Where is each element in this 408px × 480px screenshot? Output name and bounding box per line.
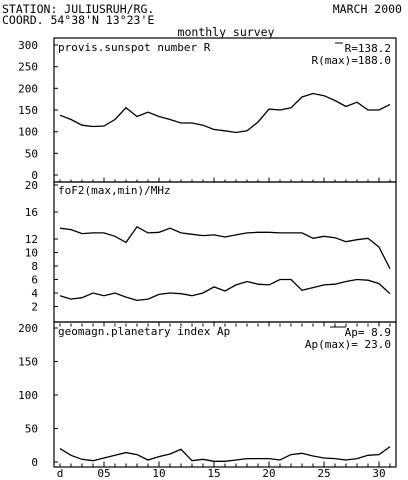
y-tick-label: 150 — [18, 104, 38, 117]
x-tick-label: 30 — [372, 467, 385, 480]
ap-title: geomagn.planetary index Ap — [58, 325, 230, 338]
y-tick-label: 100 — [18, 126, 38, 139]
coord-label: COORD. 54°38'N 13°23'E — [2, 13, 154, 27]
y-tick-label: 12 — [25, 233, 38, 246]
y-tick-label: 16 — [25, 206, 38, 219]
sunspot-max: R(max)=188.0 — [312, 54, 391, 67]
y-tick-label: 4 — [31, 287, 38, 300]
y-tick-label: 50 — [25, 147, 38, 160]
y-tick-label: 150 — [18, 356, 38, 369]
y-tick-label: 0 — [31, 456, 38, 469]
series-line-1 — [59, 446, 391, 462]
y-tick-label: 0 — [31, 169, 38, 182]
fof2-title: foF2(max,min)/MHz — [58, 184, 171, 197]
series-line-1 — [59, 225, 391, 269]
sunspot-mean: R=138.2 — [345, 42, 391, 55]
y-tick-label: 200 — [18, 82, 38, 95]
ap-mean: Ap= 8.9 — [345, 326, 391, 339]
y-tick-label: 300 — [18, 39, 38, 52]
y-tick-label: 200 — [18, 322, 38, 335]
survey-label: monthly survey — [178, 25, 275, 39]
y-tick-label: 2 — [31, 301, 38, 314]
y-tick-label: 50 — [25, 423, 38, 436]
series-line-2 — [59, 278, 391, 302]
x-tick-label: 10 — [152, 467, 165, 480]
series-line-1 — [59, 92, 391, 134]
ap-max: Ap(max)= 23.0 — [305, 338, 391, 351]
sunspot-panel: provis.sunspot number R R=138.2 R(max)=1… — [18, 37, 397, 183]
y-tick-label: 250 — [18, 61, 38, 74]
sunspot-title: provis.sunspot number R — [58, 41, 211, 54]
y-tick-label: 8 — [31, 260, 38, 273]
ap-panel: geomagn.planetary index Ap Ap= 8.9 Ap(ma… — [18, 321, 397, 480]
x-tick-label: 15 — [207, 467, 220, 480]
y-tick-label: 6 — [31, 274, 38, 287]
x-tick-label: 05 — [97, 467, 110, 480]
y-tick-label: 10 — [25, 247, 38, 260]
date-label: MARCH 2000 — [333, 2, 402, 16]
y-tick-label: 100 — [18, 389, 38, 402]
fof2-panel-frame — [53, 181, 397, 323]
y-tick-label: 20 — [25, 179, 38, 192]
x-tick-label: d — [57, 467, 64, 480]
station-label: STATION: JULIUSRUH/RG. — [2, 2, 154, 16]
x-tick-label: 25 — [317, 467, 330, 480]
x-tick-label: 20 — [262, 467, 275, 480]
